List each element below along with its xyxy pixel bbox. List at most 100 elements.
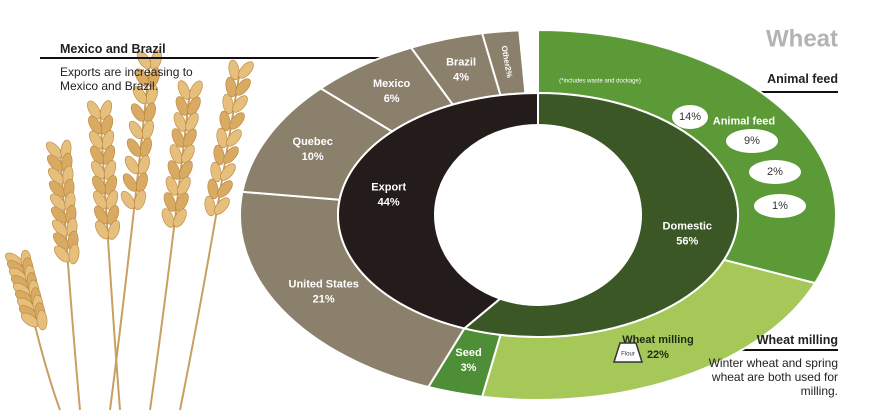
- wheat-grain: [49, 180, 65, 198]
- wheat-grain: [225, 76, 237, 98]
- wheat-grain: [102, 145, 116, 165]
- wheat-grain: [214, 197, 230, 215]
- annotation-text: Winter wheat and spring wheat are both u…: [708, 356, 838, 398]
- wheat-grain: [167, 160, 181, 180]
- animal-value-label: 9%: [744, 135, 760, 147]
- wheat-grain: [130, 103, 146, 122]
- segment-value-label: 4%: [453, 71, 469, 83]
- wheat-grain: [216, 127, 228, 149]
- wheat-grain: [207, 178, 219, 200]
- wheat-grain: [183, 128, 197, 148]
- segment-label: United States: [289, 278, 359, 290]
- wheat-grain: [220, 163, 236, 181]
- wheat-grain: [223, 146, 239, 164]
- annotation: Mexico and Brazil Exports are increasing…: [60, 42, 260, 93]
- wheat-grain: [54, 245, 70, 263]
- wheat-grain: [92, 175, 106, 195]
- wheat-grain: [175, 192, 189, 212]
- segment-label: Animal feed: [713, 115, 775, 127]
- wheat-grain: [51, 206, 67, 224]
- wheat-grain: [134, 68, 150, 87]
- wheat-grain: [103, 160, 117, 180]
- wheat-grain: [177, 80, 191, 100]
- wheat-grain: [95, 220, 109, 240]
- wheat-grain: [128, 120, 144, 140]
- wheat-grain: [175, 96, 189, 116]
- segment-value-label: 2%: [503, 66, 514, 79]
- wheat-grain: [68, 243, 80, 265]
- wheat-stem: [149, 89, 191, 411]
- wheat-grain: [90, 145, 104, 165]
- wheat-illustration: [5, 50, 254, 411]
- wheat-grain: [104, 175, 118, 195]
- wheat-grain: [100, 115, 114, 135]
- annotation-text: Exports are increasing to Mexico and Bra…: [60, 65, 193, 93]
- animal-icon: [749, 160, 801, 184]
- segment-value-label: 56%: [676, 235, 698, 247]
- segment-value-label: 21%: [313, 293, 335, 305]
- segment-label: Quebec: [293, 136, 333, 148]
- wheat-grain: [238, 61, 254, 79]
- wheat-grain: [235, 78, 251, 96]
- wheat-grain: [48, 167, 64, 185]
- wheat-grain: [226, 129, 242, 147]
- wheat-grain: [161, 208, 175, 228]
- annotation-title: Wheat milling: [756, 333, 838, 347]
- wheat-grain: [171, 128, 185, 148]
- segment-label: Brazil: [446, 56, 476, 68]
- wheat-grain: [122, 173, 138, 192]
- annotation-title: Mexico and Brazil: [60, 42, 166, 56]
- note: (*includes waste and dockage): [559, 79, 641, 85]
- animal-value-label: 2%: [767, 166, 783, 178]
- wheat-grain: [107, 220, 121, 240]
- animal-value-label: 1%: [772, 200, 788, 212]
- wheat-grain: [173, 208, 187, 228]
- wheat-grain: [219, 110, 231, 132]
- wheat-grain: [177, 176, 191, 196]
- wheat-grain: [124, 155, 140, 175]
- wheat-grain: [165, 176, 179, 196]
- flour-bag: [612, 342, 644, 363]
- wheat-grain: [47, 154, 63, 172]
- donut-segment: [462, 91, 739, 338]
- wheat-grain: [132, 85, 148, 105]
- segment-label: Seed: [455, 347, 481, 359]
- wheat-grain: [93, 190, 107, 210]
- animal-icon: [754, 194, 806, 218]
- wheat-grain: [91, 160, 105, 180]
- wheat-grain: [232, 95, 248, 113]
- wheat-grain: [228, 59, 240, 81]
- annotation: Wheat milling Winter wheat and spring wh…: [678, 333, 838, 398]
- wheat-grain: [126, 138, 142, 157]
- wheat-grain: [187, 96, 201, 116]
- wheat-grain: [134, 190, 146, 210]
- wheat-grain: [106, 205, 120, 225]
- donut-segment: [337, 91, 539, 330]
- wheat-grain: [173, 112, 187, 132]
- wheat-grain: [217, 180, 233, 198]
- segment-label: Mexico: [373, 78, 411, 90]
- segment-value-label: 3%: [461, 362, 477, 374]
- animal-value-label: 14%: [679, 111, 701, 123]
- wheat-grain: [89, 130, 103, 150]
- flour-label: Flour: [621, 352, 635, 358]
- wheat-grain: [99, 100, 113, 120]
- wheat-grain: [185, 112, 199, 132]
- annotation: Animal feed: [767, 72, 838, 86]
- wheat-grain: [189, 80, 203, 100]
- wheat-grain: [204, 195, 216, 217]
- wheat-grain: [50, 193, 66, 211]
- wheat-grain: [53, 232, 69, 250]
- wheat-grain: [163, 192, 177, 212]
- segment-value-label: 44%: [378, 196, 400, 208]
- wheat-grain: [213, 144, 225, 166]
- wheat-grain: [87, 100, 101, 120]
- wheat-grain: [222, 93, 234, 115]
- chart-title: Wheat: [766, 25, 838, 52]
- wheat-grain: [169, 144, 183, 164]
- segment-label: Other: [500, 45, 513, 68]
- wheat-grain: [88, 115, 102, 135]
- wheat-grain: [94, 205, 108, 225]
- segment-label: Wheat milling: [622, 334, 694, 346]
